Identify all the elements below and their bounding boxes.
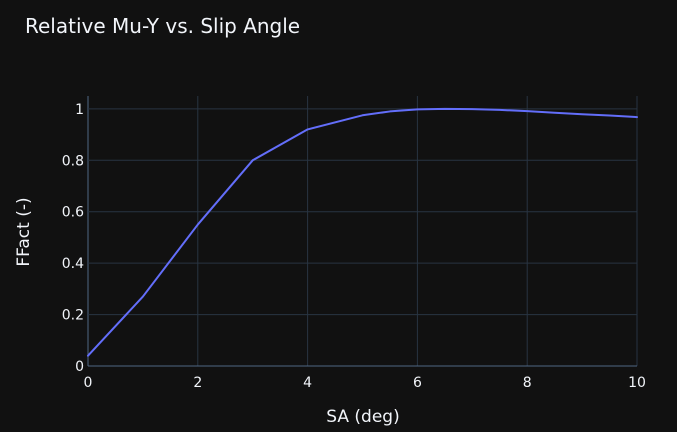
y-gridlines bbox=[88, 108, 637, 367]
y-tick-label: 0.4 bbox=[62, 256, 84, 272]
y-tick-label: 0.8 bbox=[62, 153, 84, 169]
y-tick-label: 0.2 bbox=[62, 308, 84, 324]
x-tick-label: 10 bbox=[628, 375, 646, 391]
chart-title: Relative Mu-Y vs. Slip Angle bbox=[25, 14, 300, 38]
x-tick-labels: 0 2 4 6 8 10 bbox=[84, 375, 646, 391]
y-axis-title: FFact (-) bbox=[14, 197, 34, 266]
y-tick-label: 1 bbox=[75, 102, 84, 118]
x-tick-label: 2 bbox=[193, 375, 202, 391]
y-tick-label: 0.6 bbox=[62, 205, 84, 221]
x-tick-label: 0 bbox=[84, 375, 93, 391]
x-axis-title: SA (deg) bbox=[326, 407, 399, 427]
x-tick-label: 6 bbox=[413, 375, 422, 391]
y-tick-labels: 0 0.2 0.4 0.6 0.8 1 bbox=[62, 102, 84, 375]
x-tick-label: 4 bbox=[303, 375, 312, 391]
series-layer bbox=[87, 107, 638, 357]
x-gridlines bbox=[87, 96, 638, 366]
y-tick-label: 0 bbox=[75, 359, 84, 375]
series-line bbox=[87, 107, 638, 357]
x-tick-label: 8 bbox=[523, 375, 532, 391]
